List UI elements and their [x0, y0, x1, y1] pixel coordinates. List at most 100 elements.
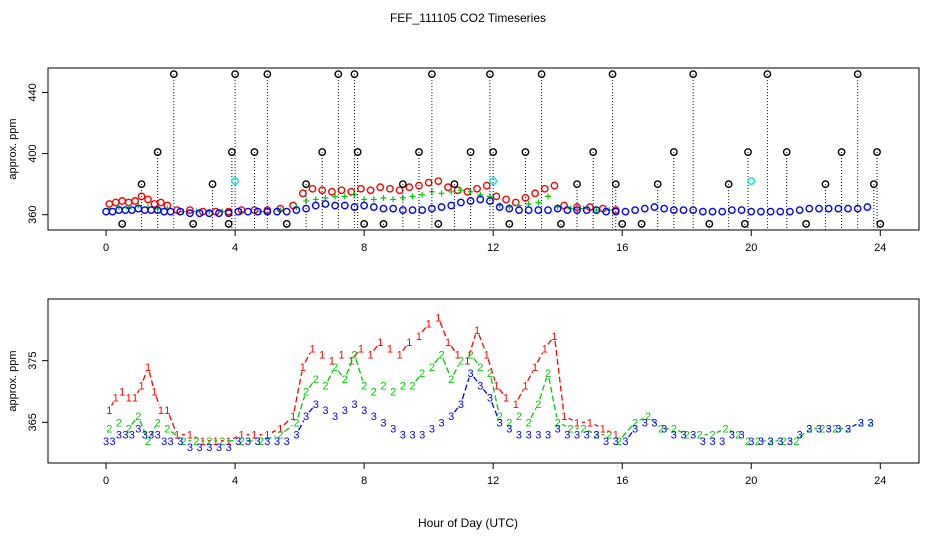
series-line-segment [491, 402, 499, 418]
data-point [876, 219, 885, 228]
data-point-label: 2 [238, 436, 244, 448]
data-point [427, 70, 436, 79]
data-point-label: 2 [568, 423, 574, 435]
x-axis-label: Hour of Day (UTC) [418, 516, 518, 530]
data-point [502, 195, 510, 204]
data-point [473, 184, 481, 193]
data-point-label: 2 [506, 417, 512, 429]
series-line-segment [651, 419, 658, 426]
series-line-segment [539, 377, 548, 400]
series-line-segment [337, 370, 343, 376]
data-point-label: 1 [113, 393, 119, 405]
data-point-label: 3 [390, 423, 396, 435]
data-point-label: 3 [806, 423, 812, 435]
data-point [869, 180, 878, 189]
data-point-label: 2 [526, 417, 532, 429]
data-point-label: 1 [309, 343, 315, 355]
data-point [131, 197, 140, 205]
data-point [505, 219, 514, 228]
data-point-label: 2 [722, 423, 728, 435]
data-point-label: 2 [126, 423, 132, 435]
data-point [186, 206, 194, 215]
data-point [150, 200, 159, 208]
data-point-label: 1 [338, 349, 344, 361]
series-line-segment [482, 388, 488, 395]
data-point-label: 1 [368, 349, 374, 361]
data-point-label: 3 [651, 417, 657, 429]
data-point-label: 3 [342, 405, 348, 417]
x-tick-label: 16 [616, 242, 628, 254]
data-point-label: 1 [426, 319, 432, 331]
data-point [390, 196, 397, 203]
series-line-segment [498, 388, 504, 395]
data-point-label: 3 [690, 430, 696, 442]
series-line-segment [799, 431, 807, 438]
data-point-label: 2 [106, 423, 112, 435]
data-point-label: 2 [755, 436, 761, 448]
data-point [757, 207, 765, 216]
data-point [557, 219, 565, 228]
data-point-label: 1 [251, 430, 257, 442]
data-point-label: 1 [290, 411, 296, 423]
data-point [186, 209, 194, 218]
series-line-segment [607, 430, 612, 434]
data-point-label: 1 [406, 337, 412, 349]
data-point-label: 3 [777, 436, 783, 448]
data-point-label: 3 [584, 430, 590, 442]
series-line-segment [271, 430, 277, 434]
data-point-label: 3 [161, 436, 167, 448]
data-point [540, 184, 549, 193]
data-point-label: 1 [119, 386, 125, 398]
data-point-label: 1 [587, 417, 593, 429]
data-point [361, 196, 368, 203]
data-point-label: 1 [145, 362, 151, 374]
data-point-label: 3 [487, 393, 493, 405]
data-point-label: 1 [522, 380, 528, 392]
plot-frame [47, 67, 920, 231]
data-point [747, 207, 756, 216]
data-point-label: 2 [780, 436, 786, 448]
x-tick-label: 20 [745, 242, 757, 254]
y-tick-label: 365 [27, 413, 39, 431]
series-line-segment [530, 407, 537, 419]
data-point-label: 3 [845, 423, 851, 435]
data-point-label: 3 [564, 430, 570, 442]
series-line-segment [473, 358, 478, 364]
series-line-segment [131, 419, 136, 425]
data-point-label: 1 [464, 356, 470, 368]
series-line-segment [298, 420, 305, 431]
data-point [553, 204, 562, 213]
data-point [489, 148, 498, 156]
data-point [118, 219, 127, 228]
data-point [350, 70, 359, 79]
data-point [608, 70, 617, 79]
x-tick-label: 12 [487, 475, 499, 487]
series-line-segment [561, 423, 567, 427]
data-point [370, 196, 377, 203]
data-point-label: 3 [109, 436, 115, 448]
data-point [360, 219, 369, 228]
data-point-label: 3 [719, 436, 725, 448]
data-point-label: 2 [351, 349, 357, 361]
data-point [263, 70, 272, 79]
data-point [169, 70, 178, 79]
data-point [505, 204, 514, 213]
data-point-label: 3 [206, 442, 212, 454]
data-point-label: 2 [371, 386, 377, 398]
data-point-label: 3 [409, 430, 415, 442]
data-point [524, 206, 533, 215]
data-point-label: 2 [793, 436, 799, 448]
series-line-segment [628, 432, 633, 438]
data-point-label: 1 [513, 399, 519, 411]
data-point [347, 187, 356, 196]
data-point-label: 2 [448, 374, 454, 386]
data-point-label: 1 [484, 349, 490, 361]
plot-frame [47, 298, 920, 464]
data-point-label: 3 [868, 417, 874, 429]
data-point-label: 3 [748, 436, 754, 448]
data-point [157, 198, 165, 207]
data-point [147, 206, 156, 215]
data-point [322, 194, 329, 201]
